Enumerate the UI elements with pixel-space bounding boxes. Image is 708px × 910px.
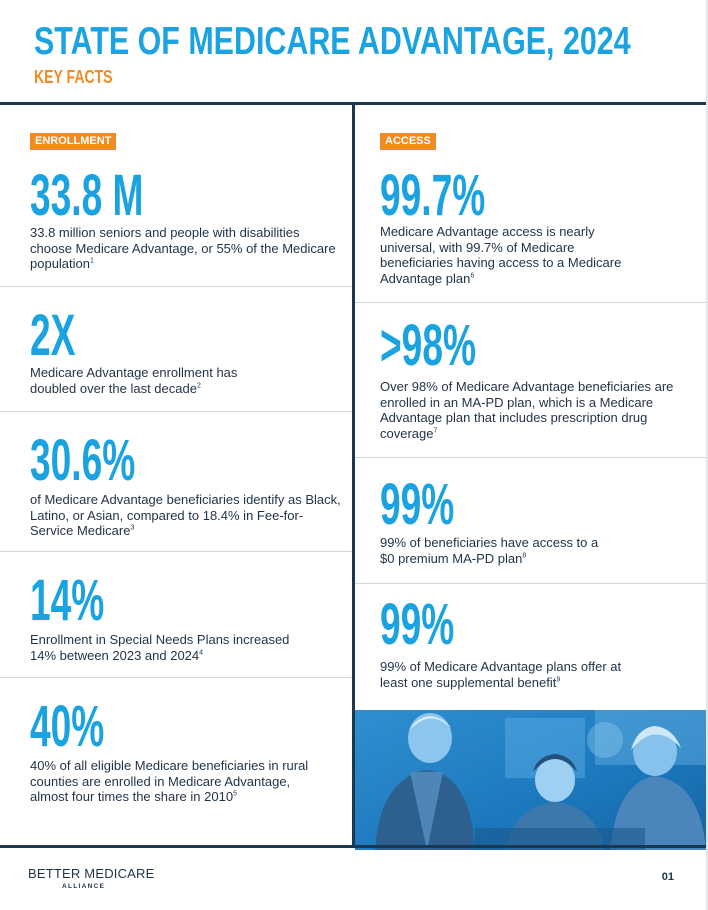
fact-stat: 40% [30,694,105,759]
footnote-marker: 2 [196,382,201,390]
brand-logo-subtitle: ALLIANCE [62,883,106,890]
footnote-marker: 1 [90,257,94,265]
fact-cell: ACCESS 99.7% Medicare Advantage access i… [355,105,706,303]
fact-description: 99% of Medicare Advantage plans offer at… [380,659,622,690]
footnote-marker: 4 [199,649,204,657]
fact-stat: 99.7% [380,163,486,228]
seniors-photo [355,710,706,850]
fact-cell: 40% 40% of all eligible Medicare benefic… [0,678,352,845]
page-title: STATE OF MEDICARE ADVANTAGE, 2024 [34,20,631,63]
header-divider [0,102,706,105]
fact-description: Medicare Advantage access is nearly univ… [380,224,622,286]
footnote-marker: 7 [433,427,438,435]
fact-cell: 2X Medicare Advantage enrollment has dou… [0,287,352,412]
fact-cell: >98% Over 98% of Medicare Advantage bene… [355,303,706,458]
footnote-marker: 9 [556,676,561,684]
enrollment-column: ENROLLMENT 33.8 M 33.8 million seniors a… [0,105,352,845]
fact-description: Medicare Advantage enrollment has double… [30,365,238,396]
fact-description: 99% of beneficiaries have access to a $0… [380,535,599,566]
fact-cell: 14% Enrollment in Special Needs Plans in… [0,552,352,678]
fact-stat: 33.8 M [30,163,144,228]
fact-stat: 2X [30,303,76,368]
fact-description: 40% of all eligible Medicare beneficiari… [30,758,309,804]
fact-stat: 14% [30,568,105,633]
footnote-marker: 3 [130,524,135,532]
fact-description: Over 98% of Medicare Advantage beneficia… [380,379,674,441]
fact-stat: >98% [380,313,476,378]
footnote-marker: 8 [522,552,527,560]
fact-description: Enrollment in Special Needs Plans increa… [30,632,290,663]
access-tag: ACCESS [380,133,436,150]
footer-divider [0,845,706,848]
page-subtitle: KEY FACTS [34,67,113,87]
enrollment-tag: ENROLLMENT [30,133,117,150]
footnote-marker: 6 [470,272,475,280]
brand-logo: BETTER MEDICARE [28,866,155,881]
page-number: 01 [661,871,674,883]
fact-cell: 99% 99% of Medicare Advantage plans offe… [355,584,706,709]
column-divider [352,105,355,845]
access-column: ACCESS 99.7% Medicare Advantage access i… [355,105,706,850]
fact-stat: 99% [380,592,455,657]
fact-stat: 99% [380,472,455,537]
footnote-marker: 5 [233,790,237,798]
fact-cell: 30.6% of Medicare Advantage beneficiarie… [0,412,352,552]
fact-stat: 30.6% [30,428,136,493]
fact-description: 33.8 million seniors and people with dis… [30,225,336,271]
page-edge [706,0,708,910]
fact-cell: ENROLLMENT 33.8 M 33.8 million seniors a… [0,105,352,287]
fact-description: of Medicare Advantage beneficiaries iden… [30,492,341,538]
fact-cell: 99% 99% of beneficiaries have access to … [355,458,706,584]
